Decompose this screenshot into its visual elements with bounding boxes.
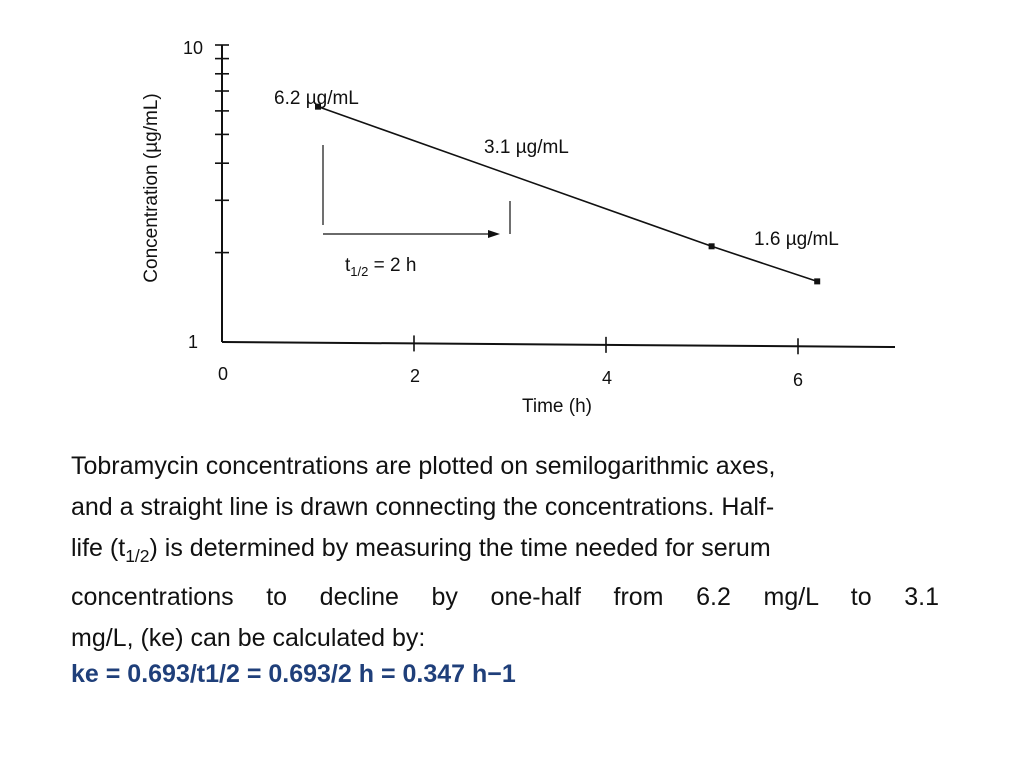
- caption-line-4: concentrations to decline by one-half fr…: [71, 583, 939, 611]
- data-point-2: [708, 243, 715, 250]
- caption-line-1: Tobramycin concentrations are plotted on…: [71, 452, 776, 480]
- caption-line-3: life (t1/2) is determined by measuring t…: [71, 534, 771, 566]
- half-life-label: t1/2 = 2 h: [345, 255, 416, 279]
- caption: Tobramycin concentrations are plotted on…: [71, 446, 971, 659]
- x-tick-label-2: 2: [410, 366, 420, 386]
- x-tick-label-6: 6: [793, 370, 803, 390]
- x-axis-title: Time (h): [522, 396, 592, 417]
- data-points: [315, 103, 821, 285]
- caption-line-5: mg/L, (ke) can be calculated by:: [71, 624, 426, 652]
- data-point-1: [315, 103, 321, 110]
- y-minor-ticks: [215, 44, 229, 254]
- data-point-3: [814, 278, 821, 285]
- x-tick-label-0: 0: [218, 364, 228, 384]
- y-tick-label-1: 1: [188, 332, 198, 352]
- x-tick-label-4: 4: [602, 368, 612, 388]
- y-axis-title: Concentration (µg/mL): [141, 93, 162, 282]
- annotation-6-2: 6.2 µg/mL: [274, 88, 359, 109]
- y-tick-label-10: 10: [183, 38, 203, 58]
- elimination-rate-formula: ke = 0.693/t1/2 = 0.693/2 h = 0.347 h−1: [71, 660, 516, 688]
- pharmacokinetic-chart: 10 1 0 2 4 6 Time (h) Concentration (µg/…: [141, 38, 896, 417]
- x-axis: [221, 341, 896, 348]
- x-ticks: [413, 335, 799, 355]
- caption-line-2: and a straight line is drawn connecting …: [71, 493, 775, 521]
- half-life-arrowhead: [488, 230, 500, 238]
- annotation-3-1: 3.1 µg/mL: [484, 137, 569, 158]
- annotation-1-6: 1.6 µg/mL: [754, 229, 839, 250]
